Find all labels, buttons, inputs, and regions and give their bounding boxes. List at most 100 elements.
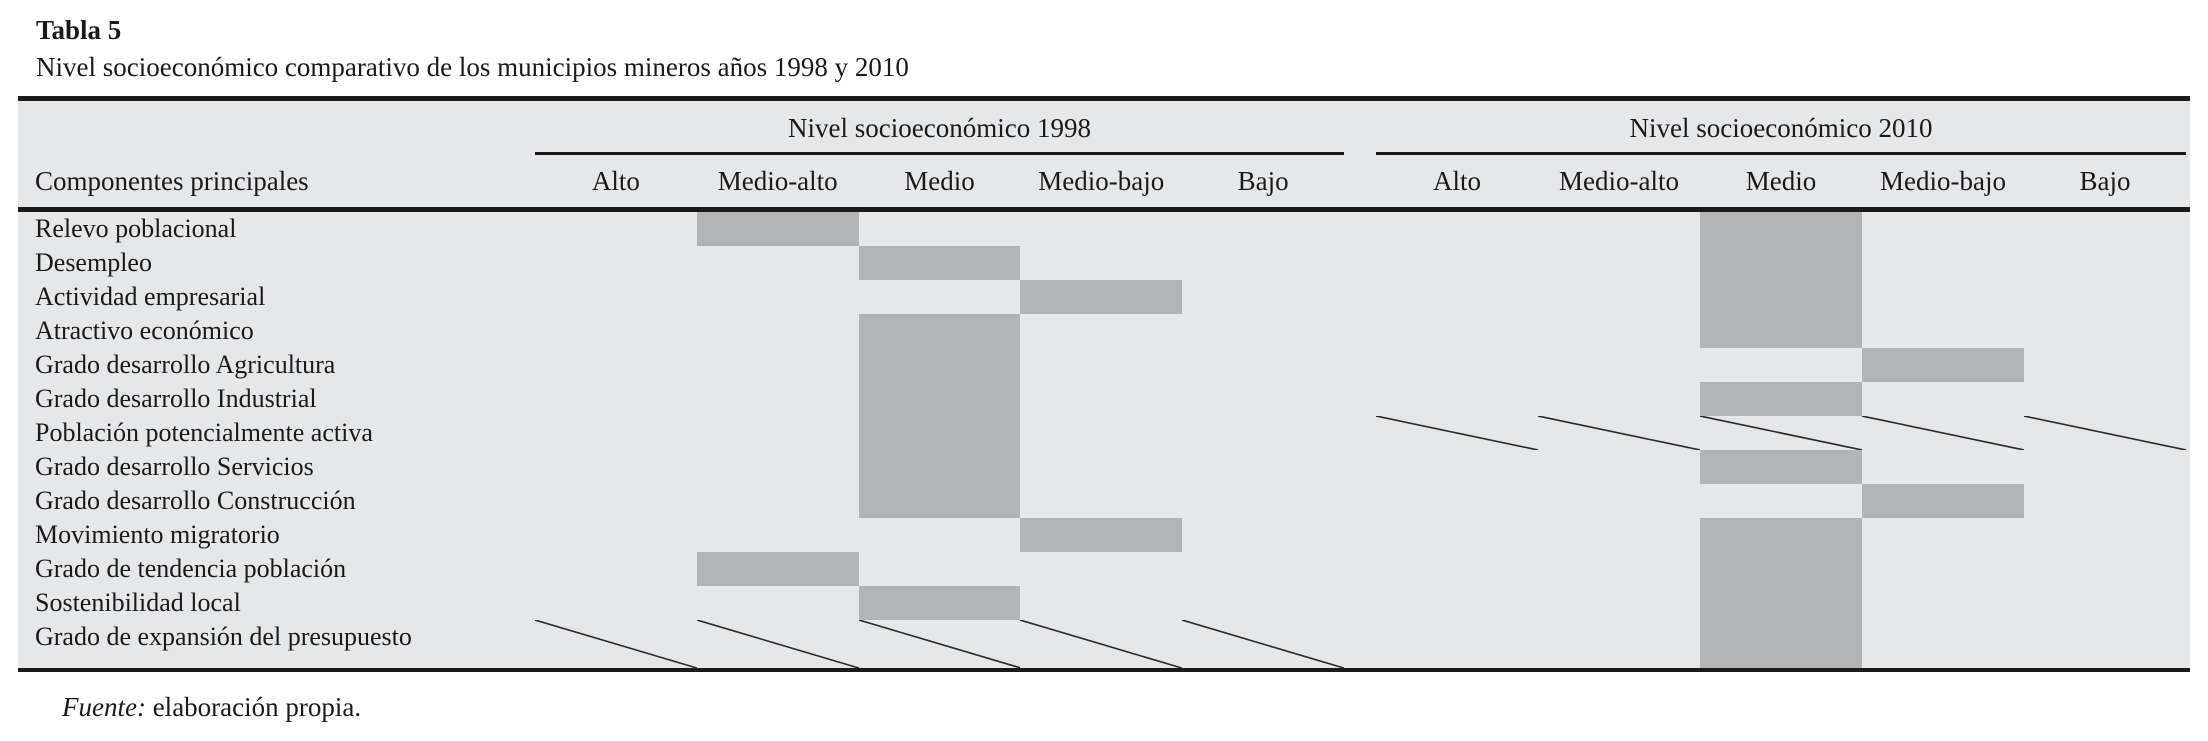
group-gap	[1344, 382, 1376, 416]
group-gap	[1344, 620, 1376, 668]
cell-y2010-medio-bajo	[1862, 382, 2024, 416]
cell-y1998-medio-bajo	[1020, 382, 1182, 416]
figure-caption-block: Tabla 5 Nivel socioeconómico comparativo…	[0, 0, 2208, 84]
cell-y1998-medio	[859, 518, 1021, 552]
cell-y2010-medio	[1699, 620, 1862, 668]
cell-y2010-alto	[1376, 382, 1538, 416]
cell-y1998-alto	[535, 518, 697, 552]
group-header-2010: Nivel socioeconómico 2010	[1376, 101, 2186, 155]
cell-y1998-bajo	[1182, 212, 1344, 246]
column-header-2010-bajo: Bajo	[2079, 165, 2131, 196]
cell-y2010-bajo	[2024, 246, 2186, 280]
cell-y1998-medio	[859, 280, 1021, 314]
cell-y1998-medio	[858, 484, 1021, 518]
row-label: Grado desarrollo Servicios	[35, 452, 314, 481]
cell-y1998-medio-alto	[697, 280, 859, 314]
cell-y1998-bajo	[1182, 314, 1344, 348]
row-label: Población potencialmente activa	[35, 418, 373, 447]
hatch-diagonal	[1376, 416, 1538, 450]
cell-y2010-bajo	[2024, 620, 2186, 668]
table-label: Tabla 5	[36, 15, 122, 45]
column-header-2010-medio-alto: Medio-alto	[1558, 165, 1679, 196]
cell-y1998-bajo	[1182, 280, 1344, 314]
cell-y2010-bajo	[2024, 212, 2186, 246]
hatch-diagonal	[535, 620, 697, 668]
cell-y1998-medio	[859, 552, 1021, 586]
table-row: Grado desarrollo Construcción	[18, 484, 2190, 518]
group-gap	[1344, 280, 1376, 314]
row-label: Movimiento migratorio	[35, 520, 280, 549]
group-gap	[1344, 101, 1376, 155]
cell-y2010-medio-alto	[1538, 620, 1700, 668]
cell-y2010-alto	[1376, 348, 1538, 382]
column-header-2010-medio: Medio	[1745, 165, 1817, 196]
cell-y2010-alto	[1376, 552, 1538, 586]
group-header-band: Nivel socioeconómico 1998 Nivel socioeco…	[18, 101, 2190, 155]
cell-y1998-bajo	[1182, 484, 1344, 518]
table-row: Desempleo	[18, 246, 2190, 280]
group-gap	[1344, 212, 1376, 246]
cell-y2010-alto	[1376, 246, 1538, 280]
cell-y2010-medio	[1699, 280, 1862, 314]
row-label: Atractivo económico	[35, 316, 254, 345]
cell-y2010-medio	[1699, 586, 1862, 620]
cell-y1998-bajo	[1182, 552, 1344, 586]
cell-y1998-medio-alto	[697, 586, 859, 620]
table-row: Grado desarrollo Servicios	[18, 450, 2190, 484]
cell-y2010-medio	[1699, 382, 1862, 416]
cell-y2010-medio	[1700, 348, 1862, 382]
column-header-1998-bajo: Bajo	[1237, 165, 1289, 196]
cell-y2010-alto	[1376, 314, 1538, 348]
row-label: Relevo poblacional	[35, 214, 237, 243]
table-row: Grado de expansión del presupuesto	[18, 620, 2190, 668]
table-row: Actividad empresarial	[18, 280, 2190, 314]
cell-y2010-alto	[1376, 212, 1538, 246]
cell-y1998-medio-alto	[697, 348, 859, 382]
cell-y2010-medio	[1699, 212, 1862, 246]
hatch-diagonal	[1182, 620, 1344, 668]
column-header-2010-alto: Alto	[1432, 165, 1481, 196]
cell-y1998-alto	[535, 382, 697, 416]
cell-y1998-medio-bajo	[1020, 348, 1182, 382]
cell-y1998-alto	[535, 586, 697, 620]
cell-y2010-alto	[1376, 450, 1538, 484]
cell-y2010-medio-bajo	[1861, 484, 2024, 518]
cell-y1998-medio-alto	[696, 552, 859, 586]
row-label: Grado desarrollo Construcción	[35, 486, 356, 515]
cell-y1998-alto	[535, 246, 697, 280]
table-header: Nivel socioeconómico 1998 Nivel socioeco…	[18, 101, 2190, 212]
cell-y1998-bajo	[1182, 246, 1344, 280]
table-row: Población potencialmente activa	[18, 416, 2190, 450]
cell-y2010-medio	[1700, 484, 1862, 518]
cell-y2010-medio-bajo	[1862, 552, 2024, 586]
hatch-diagonal	[697, 620, 859, 668]
cell-y1998-alto	[535, 280, 697, 314]
table-row: Grado desarrollo Agricultura	[18, 348, 2190, 382]
table-body: Relevo poblacional Desempleo Actividad emp…	[18, 212, 2190, 672]
cell-y2010-medio	[1699, 450, 1862, 484]
cell-y1998-alto	[535, 484, 697, 518]
cell-y1998-bajo	[1182, 382, 1344, 416]
cell-y1998-medio-bajo	[1020, 246, 1182, 280]
hatch-diagonal	[2024, 416, 2186, 450]
cell-y1998-medio	[858, 382, 1021, 416]
hatch-diagonal	[1538, 416, 1700, 450]
cell-y2010-alto	[1376, 416, 1538, 450]
cell-y1998-medio	[858, 450, 1021, 484]
cell-y2010-alto	[1376, 518, 1538, 552]
cell-y2010-medio-bajo	[1862, 518, 2024, 552]
cell-y1998-alto	[535, 314, 697, 348]
cell-y1998-medio-alto	[696, 212, 859, 246]
cell-y1998-medio	[858, 348, 1021, 382]
cell-y2010-bajo	[2024, 382, 2186, 416]
column-header-1998-medio-bajo: Medio-bajo	[1038, 165, 1165, 196]
row-label: Grado de expansión del presupuesto	[35, 622, 412, 651]
group-gap	[1344, 586, 1376, 620]
cell-y2010-bajo	[2024, 280, 2186, 314]
cell-y2010-medio-alto	[1538, 212, 1700, 246]
cell-y2010-medio	[1699, 552, 1862, 586]
cell-y2010-medio	[1699, 314, 1862, 348]
cell-y2010-medio	[1699, 518, 1862, 552]
cell-y1998-alto	[535, 416, 697, 450]
cell-y1998-medio-bajo	[1020, 450, 1182, 484]
